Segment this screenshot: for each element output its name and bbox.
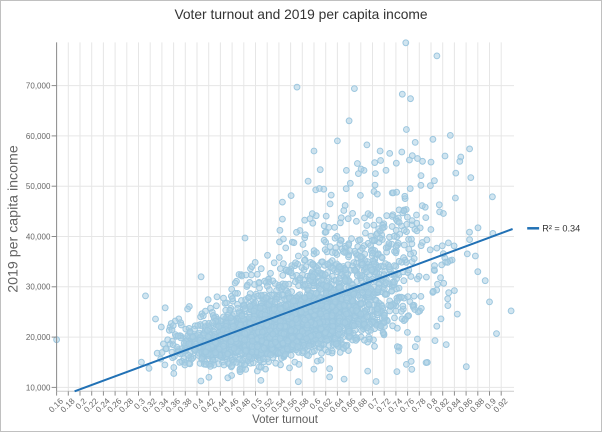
svg-text:Voter turnout: Voter turnout xyxy=(252,414,319,426)
svg-text:2019 per capita income: 2019 per capita income xyxy=(6,145,22,293)
svg-text:30,000: 30,000 xyxy=(26,283,51,292)
svg-text:20,000: 20,000 xyxy=(26,333,51,342)
svg-text:R² = 0.34: R² = 0.34 xyxy=(542,224,580,234)
svg-text:60,000: 60,000 xyxy=(26,132,51,141)
svg-text:10,000: 10,000 xyxy=(26,383,51,392)
svg-text:70,000: 70,000 xyxy=(26,82,51,91)
svg-text:50,000: 50,000 xyxy=(26,182,51,191)
svg-text:40,000: 40,000 xyxy=(26,232,51,241)
svg-text:Voter turnout and 2019 per cap: Voter turnout and 2019 per capita income xyxy=(174,7,427,22)
